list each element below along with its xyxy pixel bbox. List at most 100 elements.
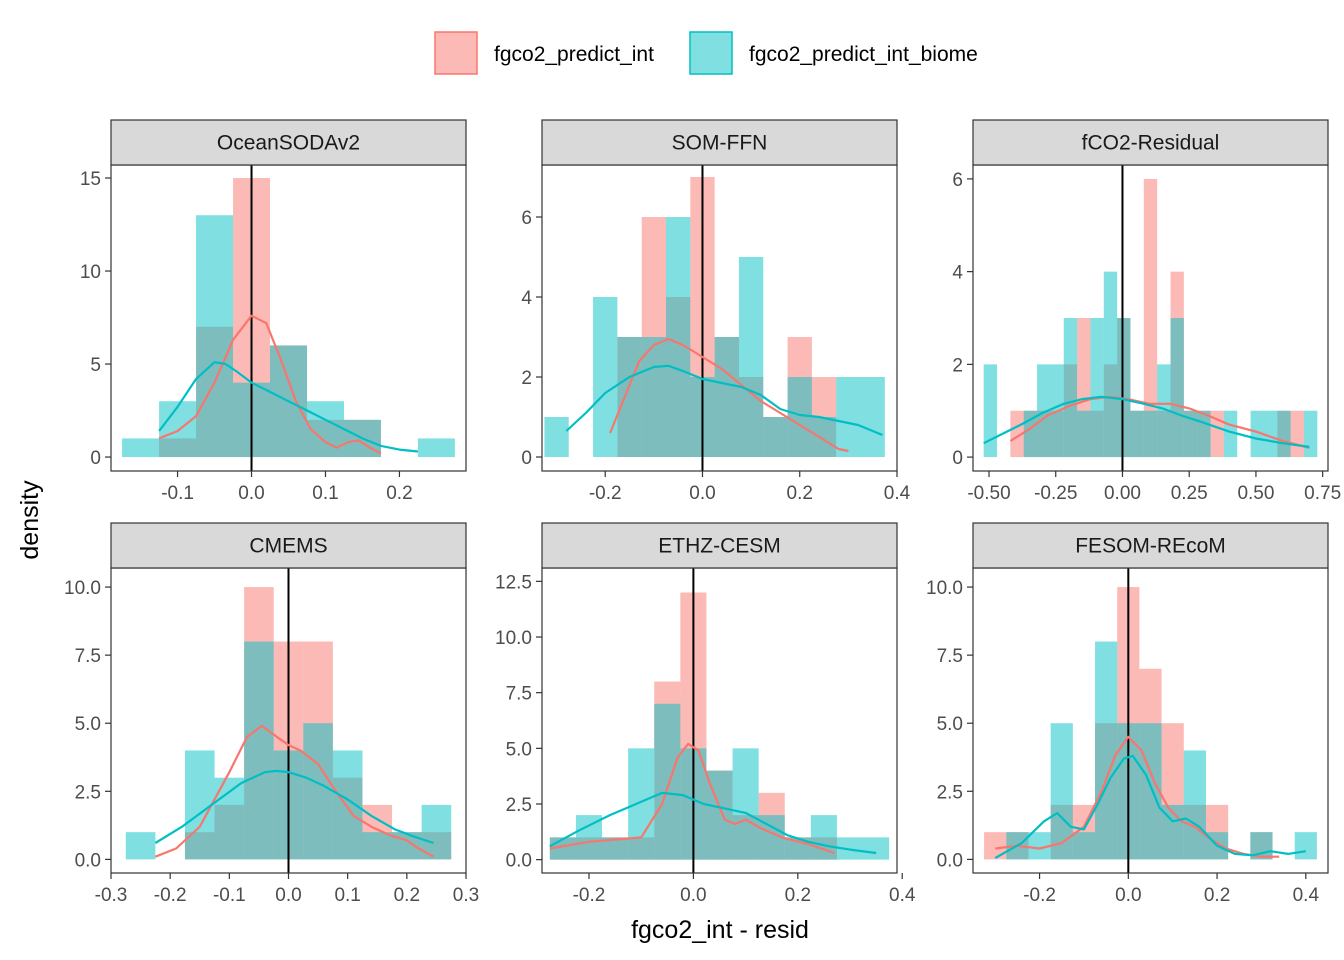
histogram-bar xyxy=(306,401,344,458)
x-tick-label: -0.2 xyxy=(573,885,606,906)
density-curve-fgco2-predict-int xyxy=(995,735,1280,858)
x-tick-label: 0.4 xyxy=(884,483,911,504)
y-tick-label: 4 xyxy=(521,288,532,309)
panel-som-ffn: SOM-FFN -0.2 0.0 0.2 0.4 0 2 4 6 xyxy=(521,119,911,504)
y-tick-label: 0 xyxy=(521,448,532,469)
histogram-bar xyxy=(714,337,739,457)
histogram-bar xyxy=(738,257,764,457)
x-tick-label: 0.75 xyxy=(1304,483,1341,504)
histogram-bar xyxy=(1028,832,1051,860)
x-tick-label: -0.2 xyxy=(589,483,622,504)
density-curve-fgco2-predict-int xyxy=(549,742,835,855)
density-curve-fgco2-predict-int xyxy=(154,724,435,858)
histogram-bar xyxy=(1072,832,1096,860)
panel-oceansodav2: OceanSODAv2 -0.1 0.0 0.1 0.2 0 5 10 15 xyxy=(80,119,467,504)
histogram-bar xyxy=(1250,410,1264,458)
y-tick-label: 0 xyxy=(952,448,963,469)
histogram-bar xyxy=(1130,410,1144,458)
histogram-bar xyxy=(602,837,629,860)
histogram-bar xyxy=(1037,364,1051,458)
x-tick-label: 0.4 xyxy=(889,885,916,906)
y-tick-label: 7.5 xyxy=(506,684,532,705)
y-tick-label: 2.5 xyxy=(937,782,963,803)
density-curve-fgco2-predict-int-biome xyxy=(158,361,419,453)
x-tick-label: 0.0 xyxy=(680,885,706,906)
y-tick-label: 5.0 xyxy=(75,714,101,735)
strip-background xyxy=(110,522,467,569)
histogram-bar xyxy=(836,377,885,457)
histogram-bar xyxy=(122,438,160,458)
y-tick-label: 10.0 xyxy=(926,578,963,599)
legend: fgco2_predict_int fgco2_predict_int_biom… xyxy=(434,31,978,75)
x-tick-label: 0.25 xyxy=(1171,483,1208,504)
strip-background xyxy=(541,119,898,166)
histogram-bar xyxy=(1294,832,1317,860)
histogram-bar xyxy=(1050,723,1073,860)
panel-ethz-cesm: ETHZ-CESM -0.2 0.0 0.2 0.4 0.0 2.5 5.0 7.5 10.0 12… xyxy=(495,522,916,906)
histogram-bar xyxy=(593,297,618,457)
y-axis-title: density xyxy=(16,480,44,560)
x-tick-label: -0.1 xyxy=(161,483,194,504)
y-tick-label: 0.0 xyxy=(506,851,532,872)
histogram-bar xyxy=(863,837,890,860)
x-tick-label: 0.1 xyxy=(312,483,338,504)
strip-background xyxy=(972,522,1329,569)
strip-label: ETHZ-CESM xyxy=(658,535,781,558)
x-axis-title: fgco2_int - resid xyxy=(631,916,809,944)
x-tick-label: 0.00 xyxy=(1104,483,1141,504)
y-tick-label: 4 xyxy=(952,263,963,284)
x-tick-label: -0.50 xyxy=(967,483,1010,504)
strip-label: fCO2-Residual xyxy=(1082,132,1220,155)
panel-fco2-residual: fCO2-Residual -0.50 -0.25 0.00 0.25 0.50 0.75 0… xyxy=(952,119,1341,504)
histogram-bar xyxy=(1077,410,1091,458)
histogram-bar xyxy=(787,377,812,457)
strip-label: FESOM-REcoM xyxy=(1075,535,1226,558)
density-curve-fgco2-predict-int-biome xyxy=(154,769,434,845)
y-tick-label: 0.0 xyxy=(75,850,101,871)
histogram-bar xyxy=(666,217,691,457)
histogram-bar xyxy=(1095,641,1118,860)
y-tick-label: 7.5 xyxy=(937,646,963,667)
density-curve-fgco2-predict-int xyxy=(1009,395,1310,449)
histogram-bar xyxy=(1090,318,1104,458)
x-tick-label: -0.1 xyxy=(213,885,246,906)
histogram-bar xyxy=(1277,410,1291,458)
histogram-bar xyxy=(984,832,1007,860)
histogram-bar xyxy=(1210,410,1224,458)
histogram-bar xyxy=(732,748,759,860)
y-tick-label: 6 xyxy=(521,208,532,229)
histogram-fgco2-predict-int-biome xyxy=(983,271,1318,458)
histogram-bar xyxy=(421,804,452,860)
histogram-bar xyxy=(1290,410,1304,458)
histogram-bar xyxy=(159,401,197,458)
y-tick-label: 2.5 xyxy=(506,795,532,816)
y-tick-label: 12.5 xyxy=(495,572,532,593)
histogram-bar xyxy=(544,417,569,457)
density-curve-fgco2-predict-int xyxy=(158,314,382,455)
y-tick-label: 5.0 xyxy=(937,714,963,735)
histogram-bar xyxy=(1157,364,1171,458)
x-tick-label: 0.50 xyxy=(1237,483,1274,504)
y-tick-label: 10.0 xyxy=(64,578,101,599)
density-curve-fgco2-predict-int-biome xyxy=(549,791,877,855)
histogram-bar xyxy=(1170,318,1184,458)
strip-label: OceanSODAv2 xyxy=(217,132,360,155)
histogram-bar xyxy=(417,438,455,458)
histogram-bar xyxy=(641,337,667,457)
strip-label: CMEMS xyxy=(249,535,327,558)
legend-key-fgco2-predict-int xyxy=(434,31,478,75)
x-tick-label: 0.0 xyxy=(238,483,264,504)
x-tick-label: 0.4 xyxy=(1293,885,1320,906)
x-tick-label: 0.2 xyxy=(386,483,412,504)
x-tick-label: 0.2 xyxy=(1204,885,1230,906)
x-tick-label: 0.2 xyxy=(394,885,420,906)
histogram-bar xyxy=(303,723,333,860)
histogram-fgco2-predict-int-biome xyxy=(549,703,890,860)
y-tick-label: 5 xyxy=(90,355,101,376)
histogram-bar xyxy=(1010,410,1024,458)
histogram-bar xyxy=(1063,318,1078,458)
strip-background xyxy=(541,522,898,569)
facet-panels: OceanSODAv2 -0.1 0.0 0.1 0.2 0 5 10 15 SOM-FFN -0.… xyxy=(64,119,1341,906)
y-tick-label: 10.0 xyxy=(495,628,532,649)
